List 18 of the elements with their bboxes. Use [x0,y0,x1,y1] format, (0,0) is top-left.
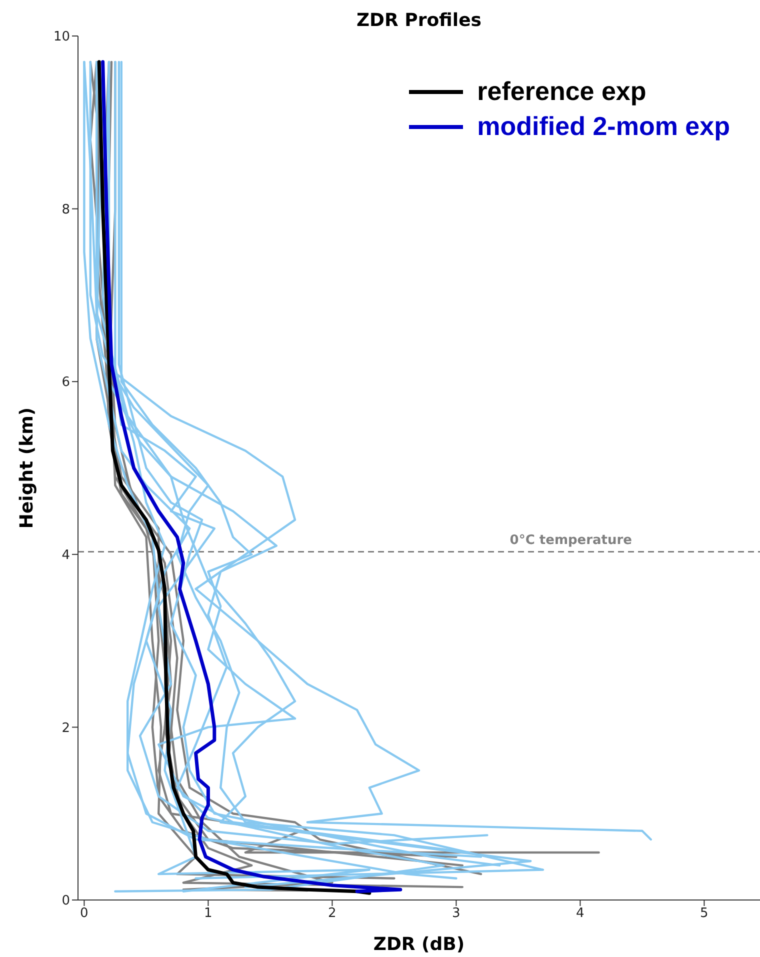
legend-label: modified 2-mom exp [477,111,730,142]
x-tick-label: 4 [576,906,584,922]
y-tick-label: 4 [62,548,70,564]
y-tick-label: 2 [62,720,70,736]
y-tick-label: 10 [53,30,70,45]
x-tick-label: 5 [700,906,708,922]
y-tick-label: 8 [62,202,70,218]
y-axis-title: Height (km) [16,407,38,529]
legend-label: reference exp [477,76,646,107]
x-tick-label: 3 [452,906,460,922]
chart-title: ZDR Profiles [356,10,482,31]
x-tick-label: 2 [328,906,336,922]
x-axis-title: ZDR (dB) [373,934,465,955]
y-tick-label: 6 [62,375,70,390]
ref-line-label: 0°C temperature [510,532,632,548]
y-tick-label: 0 [62,894,70,909]
x-tick-label: 1 [204,906,212,922]
x-tick-label: 0 [80,906,88,922]
